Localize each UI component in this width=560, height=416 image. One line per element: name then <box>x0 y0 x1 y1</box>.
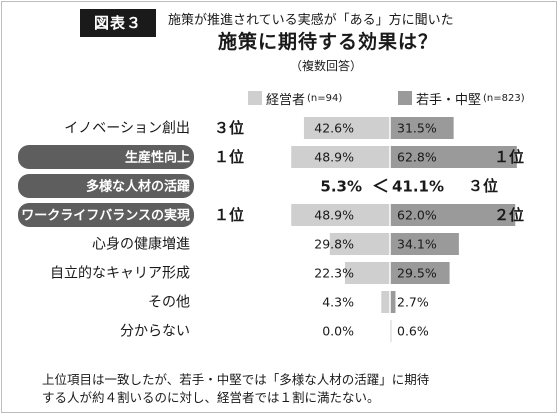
chart-subtitle: 施策が推進されている実感が「ある」方に聞いた <box>168 13 454 28</box>
bar-executives <box>329 233 390 255</box>
chart-note: （複数回答） <box>290 59 363 73</box>
legend-swatch-executives <box>248 91 262 105</box>
figure-label: 図表３ <box>80 9 156 37</box>
value-label-executives: 5.3% <box>320 178 362 196</box>
rank-label-young-mid: ２位 <box>494 206 524 224</box>
legend-name-executives: 経営者 <box>266 92 306 108</box>
category-label: 分からない <box>120 324 190 340</box>
bar-young-mid <box>390 262 450 284</box>
legend-young-mid: 若手・中堅 (n=823) <box>398 90 525 108</box>
category-label: イノベーション創出 <box>64 121 190 137</box>
bar-executives <box>303 117 390 139</box>
category-label: ワークライフバランスの実現 <box>21 208 190 224</box>
category-pill <box>18 145 194 169</box>
value-label-young-mid: 2.7% <box>397 295 429 310</box>
category-pill <box>18 203 194 227</box>
value-label-executives: 4.3% <box>322 295 354 310</box>
legend-n-executives: (n=94) <box>307 92 343 104</box>
value-label-young-mid: 41.1% <box>392 178 444 196</box>
bar-young-mid <box>390 291 396 313</box>
rank-label-executives: １位 <box>214 148 244 166</box>
footnote: 上位項目は一致したが、若手・中堅では「多様な人材の活躍」に期待 する人が約４割い… <box>42 371 429 407</box>
value-label-young-mid: 62.0% <box>397 208 437 223</box>
bar-young-mid <box>390 204 516 226</box>
rank-label-young-mid: ３位 <box>468 177 498 195</box>
value-label-young-mid: 0.6% <box>397 324 429 339</box>
bar-executives <box>291 146 390 168</box>
category-label: その他 <box>148 295 190 311</box>
bar-young-mid <box>390 146 517 168</box>
bar-executives <box>381 291 390 313</box>
legend-swatch-young-mid <box>398 91 412 105</box>
legend-name-young-mid: 若手・中堅 <box>416 92 482 108</box>
value-label-young-mid: 31.5% <box>397 121 437 136</box>
footnote-line-2: する人が約４割いるのに対し、経営者では１割に満たない。 <box>42 390 380 405</box>
legend-n-young-mid: (n=823) <box>483 92 525 104</box>
category-label: 自立的なキャリア形成 <box>50 266 190 282</box>
value-label-executives: 22.3% <box>314 266 354 281</box>
footnote-line-1: 上位項目は一致したが、若手・中堅では「多様な人材の活躍」に期待 <box>42 372 430 387</box>
value-label-executives: 29.8% <box>314 237 354 252</box>
category-pill <box>18 174 194 198</box>
category-label: 多様な人材の活躍 <box>86 179 190 195</box>
value-label-young-mid: 29.5% <box>397 266 437 281</box>
value-label-executives: 0.0% <box>322 324 354 339</box>
rank-label-young-mid: １位 <box>494 148 524 166</box>
value-label-young-mid: 62.8% <box>397 150 437 165</box>
bar-young-mid <box>390 233 459 255</box>
rank-label-executives: ３位 <box>214 119 244 137</box>
value-label-executives: 42.6% <box>314 121 354 136</box>
chart-title: 施策に期待する効果は？ <box>218 31 439 53</box>
bar-young-mid <box>390 117 454 139</box>
legend-executives: 経営者 (n=94) <box>248 90 343 108</box>
bar-executives <box>291 204 390 226</box>
bar-executives <box>344 262 390 284</box>
category-label: 心身の健康増進 <box>92 236 190 253</box>
rank-label-executives: １位 <box>214 206 244 224</box>
category-label: 生産性向上 <box>125 150 190 166</box>
value-label-young-mid: 34.1% <box>397 237 437 252</box>
comparison-symbol: ＜ <box>372 177 389 197</box>
value-label-executives: 48.9% <box>314 150 354 165</box>
value-label-executives: 48.9% <box>314 208 354 223</box>
